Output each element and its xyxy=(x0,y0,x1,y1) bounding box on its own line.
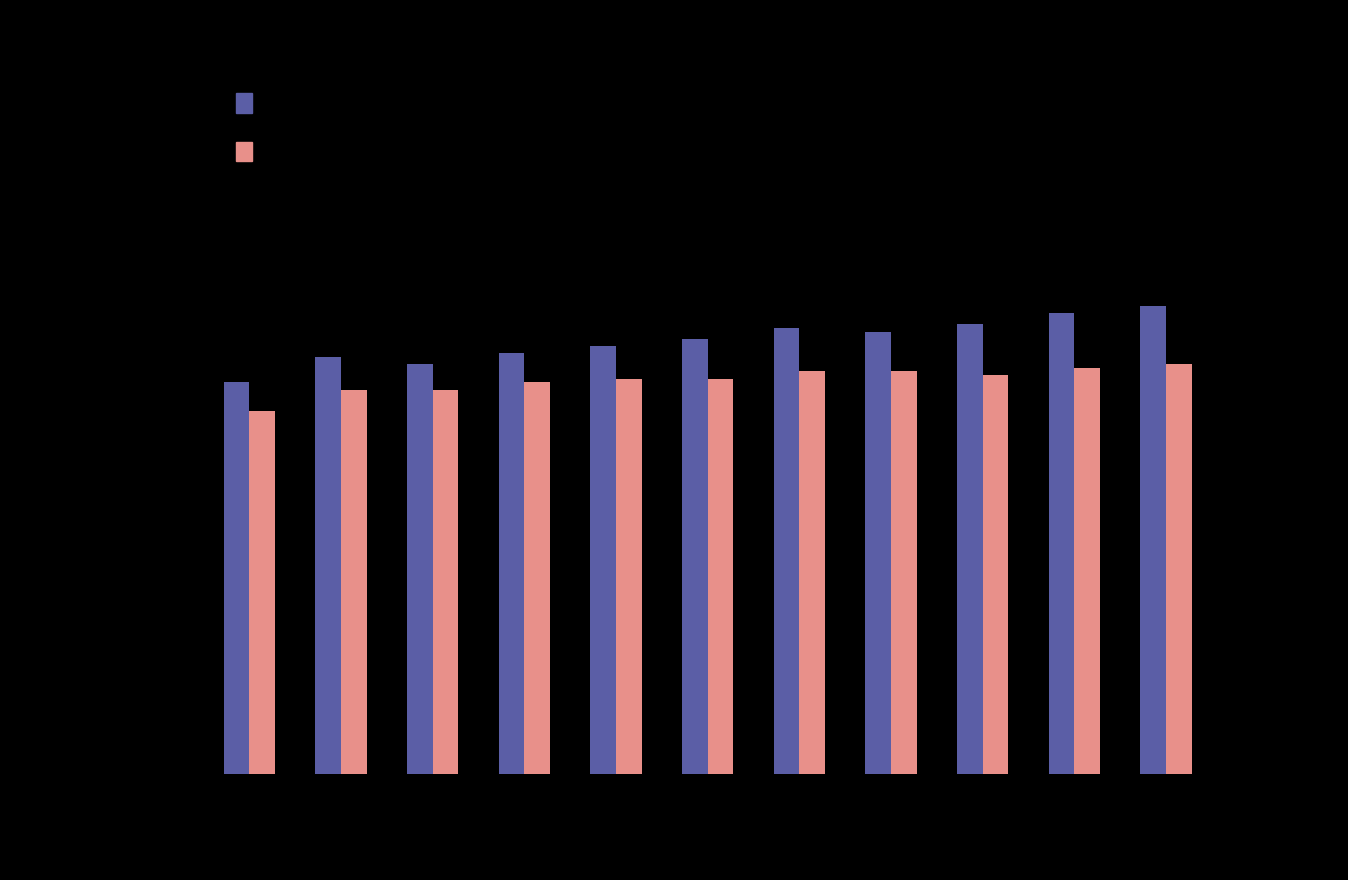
Bar xyxy=(891,371,917,774)
Bar xyxy=(341,390,367,774)
Bar xyxy=(774,328,799,774)
Bar xyxy=(1166,364,1192,774)
Bar xyxy=(1049,313,1074,774)
Bar xyxy=(590,346,616,774)
Bar xyxy=(407,364,433,774)
Bar xyxy=(616,378,642,774)
Bar xyxy=(315,357,341,774)
Bar xyxy=(799,371,825,774)
Bar xyxy=(682,339,708,774)
Bar xyxy=(433,390,458,774)
Bar xyxy=(957,324,983,774)
Bar xyxy=(499,353,524,774)
Bar xyxy=(1140,306,1166,774)
Bar xyxy=(224,382,249,774)
Bar xyxy=(1074,368,1100,774)
Bar xyxy=(524,382,550,774)
Bar xyxy=(865,332,891,774)
Bar xyxy=(983,375,1008,774)
Bar xyxy=(708,378,733,774)
Bar xyxy=(249,411,275,774)
